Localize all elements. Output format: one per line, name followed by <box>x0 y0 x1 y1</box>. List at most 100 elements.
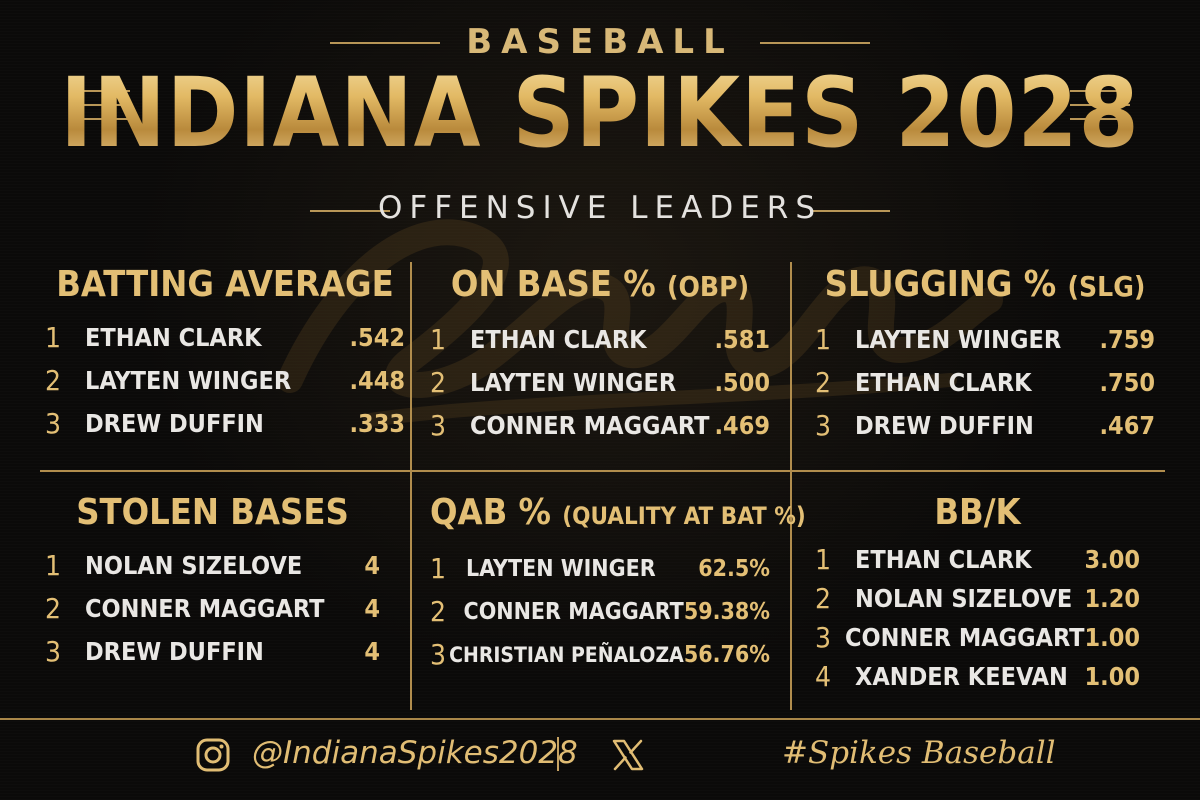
header-rule-left-top <box>330 42 440 44</box>
stat-value: .467 <box>1099 411 1156 440</box>
panel-title-sub: (QUALITY AT BAT %) <box>562 502 806 530</box>
panel-title-sub: (OBP) <box>667 270 750 303</box>
stat-value: 3.00 <box>1084 545 1141 574</box>
panel-title: STOLEN BASES <box>45 490 380 536</box>
player-name: ETHAN CLARK <box>855 368 1032 397</box>
stat-value: 56.76% <box>683 641 770 668</box>
stat-value: 1.00 <box>1084 662 1141 691</box>
title-rule-left-2 <box>70 104 130 106</box>
leader-row: 2 CONNER MAGGART 4 <box>45 587 380 630</box>
rank: 1 <box>430 552 447 585</box>
stat-value: 59.38% <box>683 598 770 625</box>
leader-row: 1 LAYTEN WINGER 62.5% <box>430 547 770 590</box>
rank: 3 <box>815 621 832 654</box>
leader-row: 3 DREW DUFFIN .467 <box>815 404 1155 447</box>
rank: 1 <box>430 323 447 356</box>
player-name: LAYTEN WINGER <box>85 366 292 395</box>
stat-value: .542 <box>349 323 406 352</box>
title-rule-right-1 <box>1070 90 1130 92</box>
leader-list: 1 ETHAN CLARK 3.00 2 NOLAN SIZELOVE 1.20… <box>815 540 1140 696</box>
leader-list: 1 LAYTEN WINGER 62.5% 2 CONNER MAGGART 5… <box>430 547 770 676</box>
stat-value: 62.5% <box>698 555 770 582</box>
panel-title: BB/K <box>815 490 1140 536</box>
player-name: NOLAN SIZELOVE <box>85 551 303 580</box>
page-title: INDIANA SPIKES 2028 <box>0 58 1200 168</box>
leader-row: 3 CONNER MAGGART .469 <box>430 404 770 447</box>
player-name: LAYTEN WINGER <box>855 325 1062 354</box>
instagram-icon[interactable] <box>195 737 231 773</box>
rank: 3 <box>45 635 62 668</box>
stat-value: 1.20 <box>1084 584 1141 613</box>
leader-row: 2 LAYTEN WINGER .448 <box>45 359 405 402</box>
stat-value: 1.00 <box>1084 623 1141 652</box>
rank: 4 <box>815 660 832 693</box>
panel-title: SLUGGING % (SLG) <box>815 262 1155 310</box>
leader-row: 4 XANDER KEEVAN 1.00 <box>815 657 1140 696</box>
player-name: NOLAN SIZELOVE <box>855 584 1073 613</box>
footer-divider <box>557 737 559 771</box>
player-name: XANDER KEEVAN <box>855 662 1068 691</box>
footer-rule <box>0 718 1200 720</box>
rank: 2 <box>430 366 447 399</box>
leader-row: 2 LAYTEN WINGER .500 <box>430 361 770 404</box>
player-name: LAYTEN WINGER <box>466 555 656 582</box>
leader-list: 1 ETHAN CLARK .581 2 LAYTEN WINGER .500 … <box>430 318 770 447</box>
title-rule-right-2 <box>1070 104 1130 106</box>
panel-title-text: QAB % <box>430 492 551 533</box>
stat-value: 4 <box>364 551 380 580</box>
leader-list: 1 NOLAN SIZELOVE 4 2 CONNER MAGGART 4 3 … <box>45 544 380 673</box>
leader-row: 1 ETHAN CLARK 3.00 <box>815 540 1140 579</box>
rank: 2 <box>45 364 62 397</box>
instagram-handle[interactable]: @IndianaSpikes2028 <box>252 735 578 771</box>
rank: 1 <box>45 321 62 354</box>
player-name: ETHAN CLARK <box>85 323 262 352</box>
panel-title-text: STOLEN BASES <box>76 492 349 533</box>
rank: 1 <box>45 549 62 582</box>
leader-row: 1 ETHAN CLARK .581 <box>430 318 770 361</box>
stat-value: .448 <box>349 366 406 395</box>
player-name: DREW DUFFIN <box>85 637 264 666</box>
leader-list: 1 ETHAN CLARK .542 2 LAYTEN WINGER .448 … <box>45 316 405 445</box>
page-subtitle: OFFENSIVE LEADERS <box>377 190 823 226</box>
stat-value: .750 <box>1099 368 1156 397</box>
leader-row: 3 DREW DUFFIN .333 <box>45 402 405 445</box>
panel-title-text: BATTING AVERAGE <box>56 264 394 305</box>
rank: 2 <box>815 366 832 399</box>
rank: 3 <box>45 407 62 440</box>
footer: @IndianaSpikes2028 #Spikes Baseball <box>0 725 1200 785</box>
player-name: CONNER MAGGART <box>470 411 710 440</box>
rank: 3 <box>430 409 447 442</box>
panel-title: ON BASE % (OBP) <box>430 262 770 310</box>
stat-value: .333 <box>349 409 406 438</box>
leader-list: 1 LAYTEN WINGER .759 2 ETHAN CLARK .750 … <box>815 318 1155 447</box>
panel-stolen-bases: STOLEN BASES 1 NOLAN SIZELOVE 4 2 CONNER… <box>45 490 380 673</box>
player-name: LAYTEN WINGER <box>470 368 677 397</box>
panel-title: BATTING AVERAGE <box>45 262 405 308</box>
stat-value: .500 <box>714 368 771 397</box>
panel-on-base-pct: ON BASE % (OBP) 1 ETHAN CLARK .581 2 LAY… <box>430 262 770 447</box>
leader-row: 2 CONNER MAGGART 59.38% <box>430 590 770 633</box>
stat-value: 4 <box>364 637 380 666</box>
panel-batting-average: BATTING AVERAGE 1 ETHAN CLARK .542 2 LAY… <box>45 262 405 445</box>
leader-row: 2 NOLAN SIZELOVE 1.20 <box>815 579 1140 618</box>
title-rule-left-3 <box>70 118 130 120</box>
panel-title-text: BB/K <box>934 492 1021 533</box>
rank: 3 <box>430 638 447 671</box>
leader-row: 3 CHRISTIAN PEÑALOZA 56.76% <box>430 633 770 676</box>
hashtag[interactable]: #Spikes Baseball <box>782 735 1056 771</box>
x-icon[interactable] <box>610 737 646 773</box>
player-name: ETHAN CLARK <box>470 325 647 354</box>
panel-title: QAB % (QUALITY AT BAT %) <box>430 490 806 539</box>
leader-row: 3 DREW DUFFIN 4 <box>45 630 380 673</box>
stat-value: 4 <box>364 594 380 623</box>
player-name: DREW DUFFIN <box>85 409 264 438</box>
grid-divider-horizontal <box>40 470 1165 472</box>
rank: 1 <box>815 543 832 576</box>
rank: 1 <box>815 323 832 356</box>
subtitle-rule-right <box>810 210 890 212</box>
grid-divider-vertical-2 <box>790 262 792 710</box>
player-name: CONNER MAGGART <box>85 594 325 623</box>
player-name: CONNER MAGGART <box>845 623 1085 652</box>
panel-quality-at-bat: QAB % (QUALITY AT BAT %) 1 LAYTEN WINGER… <box>430 490 806 676</box>
